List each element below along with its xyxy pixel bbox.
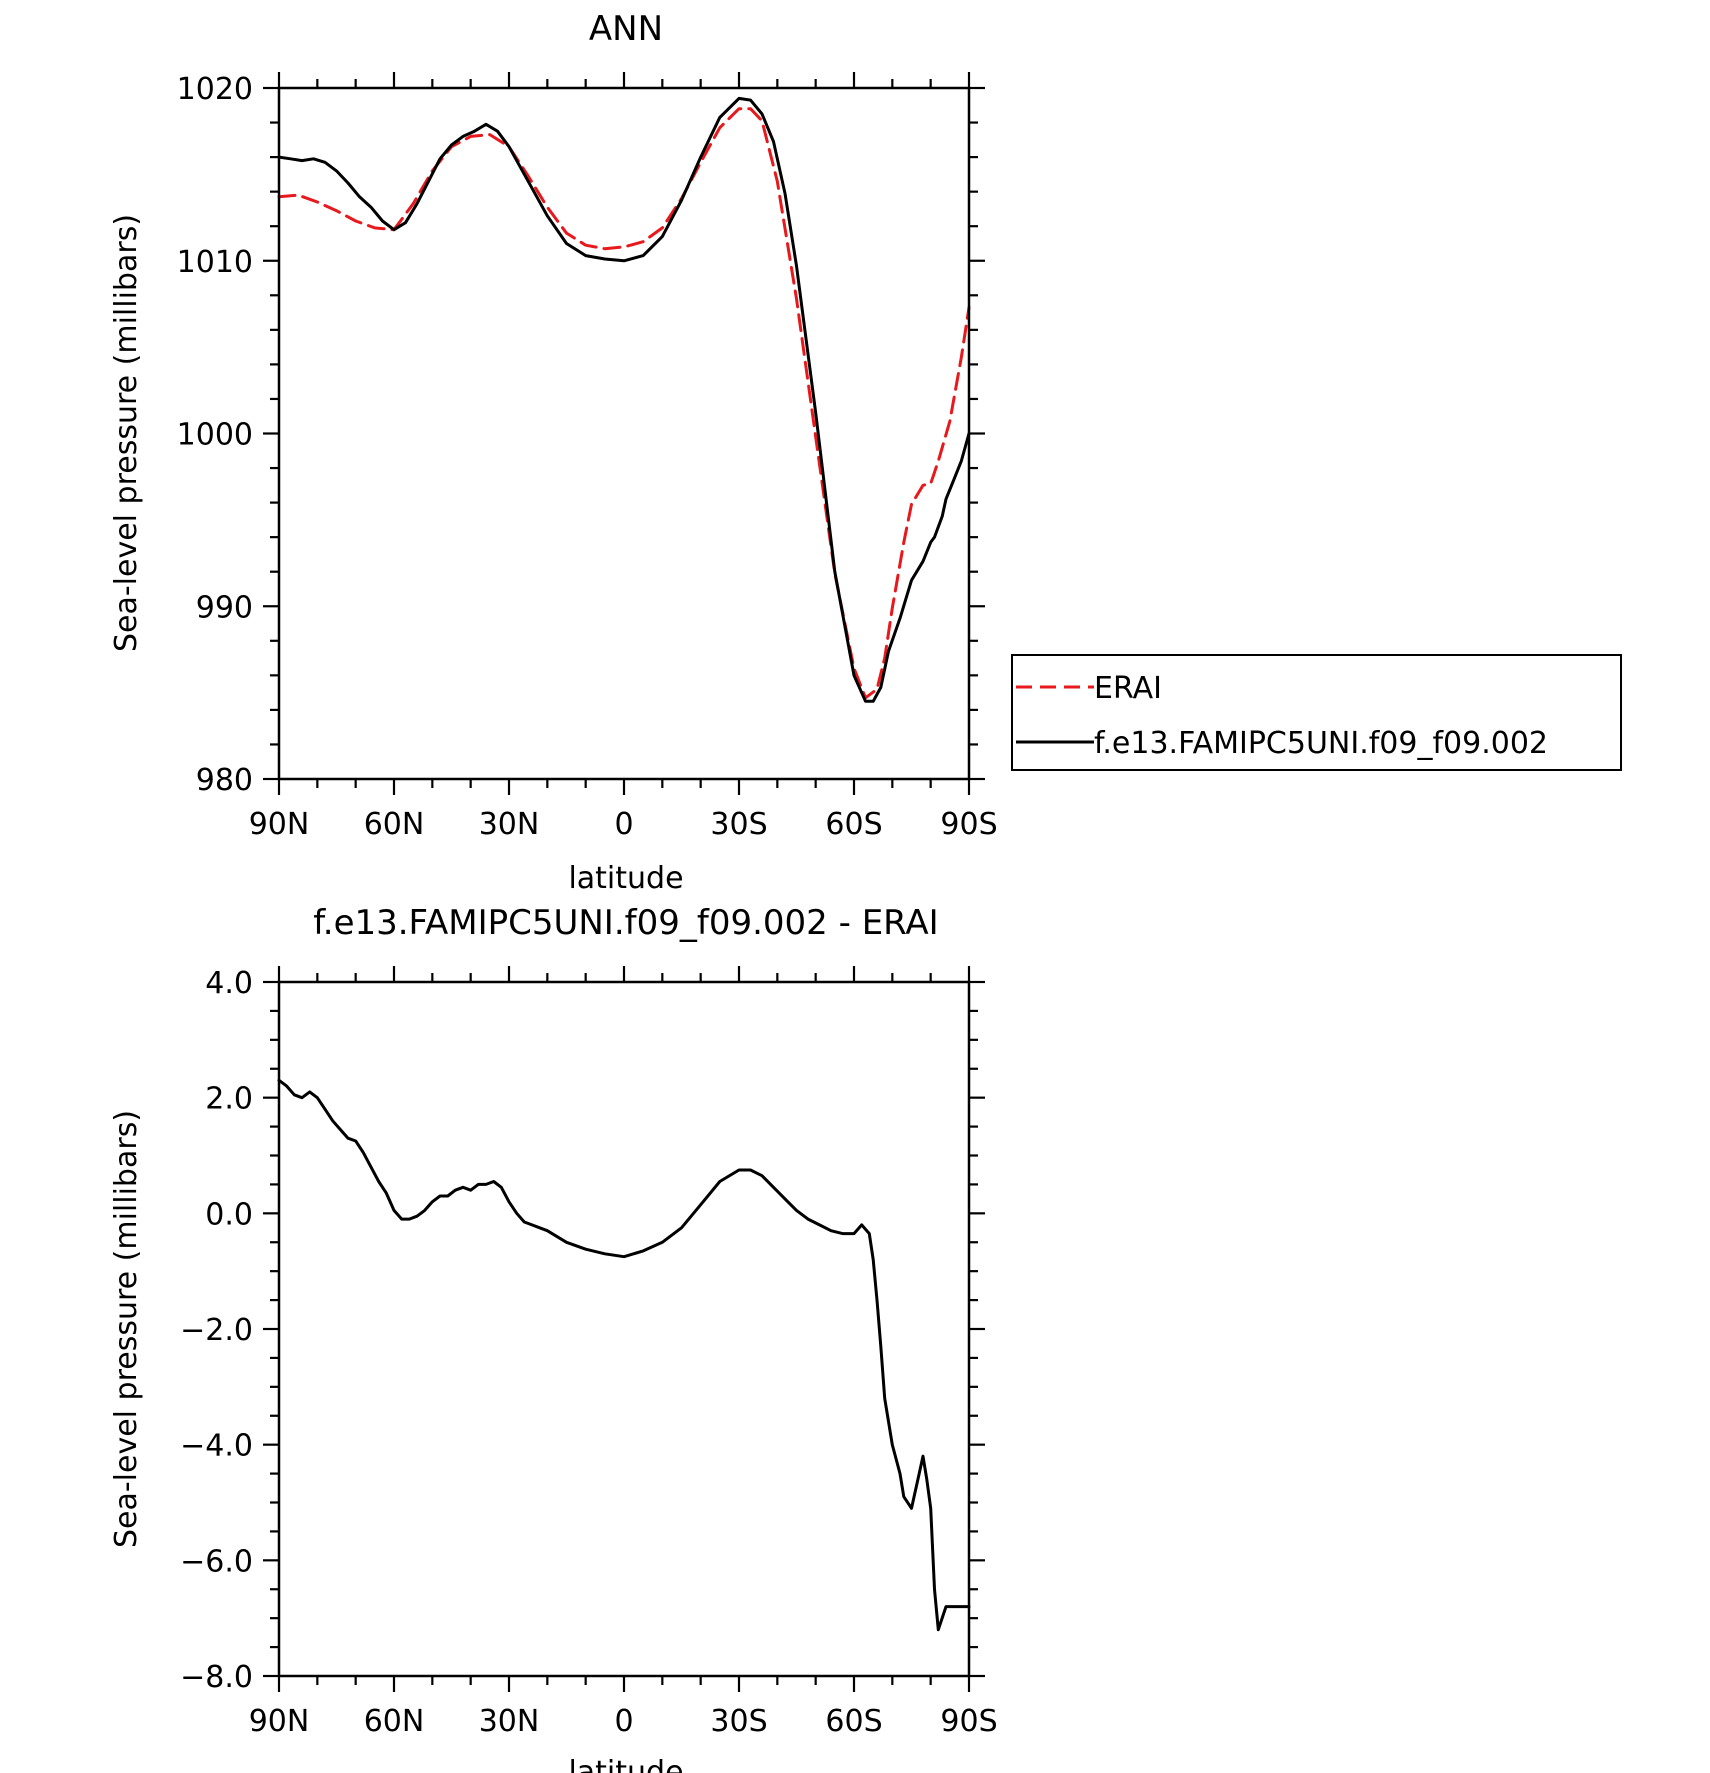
bottom-y-tick-label: 4.0	[205, 966, 253, 1001]
bottom-y-tick-label: −2.0	[180, 1313, 253, 1348]
bottom-x-tick-label: 0	[614, 1704, 633, 1739]
bottom-x-tick-label: 90N	[249, 1704, 310, 1739]
top-y-axis-label: Sea-level pressure (millibars)	[109, 214, 144, 652]
top-x-tick-label: 30S	[710, 807, 767, 842]
bottom-y-tick-label: −4.0	[180, 1429, 253, 1464]
legend: ERAI f.e13.FAMIPC5UNI.f09_f09.002	[1011, 654, 1622, 771]
legend-label-model: f.e13.FAMIPC5UNI.f09_f09.002	[1094, 726, 1548, 761]
top-x-tick-label: 0	[614, 807, 633, 842]
bottom-y-axis-label: Sea-level pressure (millibars)	[109, 1110, 144, 1548]
top-y-tick-label: 1010	[177, 245, 253, 280]
top-y-tick-label: 1000	[177, 418, 253, 453]
top-panel: ANN 90N 60N 30N 0 30S 60S 90S 980 990 1000 1010 102…	[109, 9, 1622, 896]
top-series-line-0	[277, 107, 971, 700]
bottom-plot-frame	[277, 980, 971, 1678]
bottom-series-lines	[277, 1078, 971, 1632]
bottom-y-tick-label: 2.0	[205, 1082, 253, 1117]
top-y-tick-label: 990	[196, 590, 253, 625]
bottom-axis-ticks: 90N 60N 30N 0 30S 60S 90S −8.0 −6.0 −4.0 −2.0 0.0 2.…	[180, 966, 998, 1739]
top-axis-ticks: 90N 60N 30N 0 30S 60S 90S 980 990 1000 1010 1020	[177, 72, 998, 842]
top-plot-frame	[277, 86, 971, 781]
bottom-x-tick-label: 90S	[940, 1704, 997, 1739]
bottom-y-tick-label: −6.0	[180, 1544, 253, 1579]
bottom-chart-title: f.e13.FAMIPC5UNI.f09_f09.002 - ERAI	[313, 903, 938, 943]
legend-label-erai: ERAI	[1094, 671, 1162, 706]
bottom-x-tick-label: 30S	[710, 1704, 767, 1739]
bottom-series-line-0	[277, 1078, 971, 1632]
top-y-tick-label: 980	[196, 763, 253, 798]
bottom-x-tick-label: 60S	[825, 1704, 882, 1739]
bottom-x-tick-label: 30N	[479, 1704, 540, 1739]
top-series-line-1	[277, 96, 971, 703]
bottom-y-tick-label: −8.0	[180, 1660, 253, 1695]
top-x-tick-label: 90N	[249, 807, 310, 842]
bottom-y-tick-label: 0.0	[205, 1197, 253, 1232]
top-x-tick-label: 60N	[364, 807, 425, 842]
bottom-x-axis-label: latitude	[568, 1755, 683, 1773]
bottom-x-tick-label: 60N	[364, 1704, 425, 1739]
top-x-tick-label: 30N	[479, 807, 540, 842]
top-y-tick-label: 1020	[177, 72, 253, 107]
top-chart-title: ANN	[589, 9, 663, 49]
legend-box	[1011, 654, 1622, 771]
top-series-lines	[277, 96, 971, 703]
top-x-tick-label: 60S	[825, 807, 882, 842]
top-x-tick-label: 90S	[940, 807, 997, 842]
bottom-panel: f.e13.FAMIPC5UNI.f09_f09.002 - ERAI 90N 6…	[109, 903, 998, 1773]
top-x-axis-label: latitude	[568, 861, 683, 896]
